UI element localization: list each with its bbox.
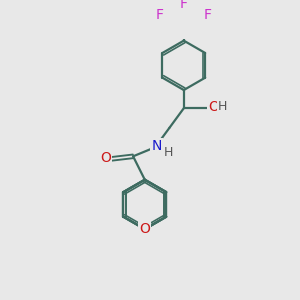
Text: F: F: [180, 0, 188, 11]
Text: N: N: [151, 139, 162, 153]
Text: H: H: [218, 100, 227, 113]
Text: O: O: [140, 222, 150, 236]
Text: H: H: [164, 146, 173, 159]
Text: O: O: [208, 100, 219, 114]
Text: F: F: [156, 8, 164, 22]
Text: O: O: [100, 151, 111, 165]
Text: F: F: [204, 8, 212, 22]
